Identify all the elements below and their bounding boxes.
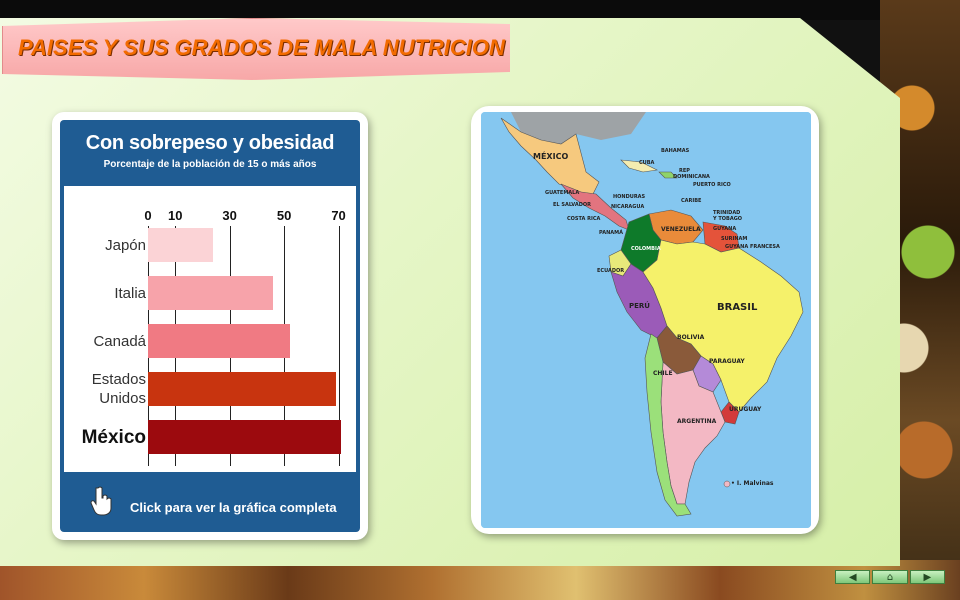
chart-category-label: México	[72, 428, 146, 447]
chart-tick-label: 30	[222, 208, 237, 223]
map-label-peru: PERÚ	[629, 302, 650, 310]
map-label-tobago: Y TOBAGO	[713, 216, 743, 222]
map-label-brasil: BRASIL	[717, 302, 758, 313]
title-banner	[2, 18, 510, 80]
map-svg	[481, 112, 811, 528]
slide-title: PAISES Y SUS GRADOS DE MALA NUTRICION	[18, 35, 505, 60]
map-label-honduras: HONDURAS	[613, 194, 646, 200]
map-card: MÉXICO BAHAMAS CUBA REP DOMINICANA PUERT…	[471, 106, 819, 534]
map-label-rep: REP	[679, 168, 690, 174]
map-label-paraguay: PARAGUAY	[709, 358, 745, 365]
chart-header: Con sobrepeso y obesidad Porcentaje de l…	[60, 120, 360, 186]
chart-tick-label: 50	[276, 208, 292, 223]
arrow-right-icon: ▶	[923, 571, 932, 583]
chart-bar	[148, 372, 336, 406]
map-label-guyana: GUYANA	[713, 226, 737, 232]
chart-category-line: Unidos	[99, 390, 146, 407]
chart-footer[interactable]: Click para ver la gráfica completa	[60, 472, 360, 532]
chart-tick-label: 0	[144, 208, 152, 223]
map-label-trinidad: TRINIDAD	[713, 210, 741, 216]
map-usa	[511, 112, 646, 144]
slide-navigation: ◀ ⌂ ▶	[835, 570, 945, 584]
map-label-caribe: CARIBE	[681, 198, 702, 204]
prev-button[interactable]: ◀	[835, 570, 871, 584]
map-label-guyana-francesa: GUYANA FRANCESA	[725, 244, 780, 250]
map-malvinas	[723, 480, 731, 488]
chart-category-line: Japón	[105, 236, 146, 254]
map-label-panama: PANAMÁ	[599, 230, 623, 236]
map-label-chile: CHILE	[653, 370, 673, 377]
map-label-dominicana: DOMINICANA	[673, 174, 710, 180]
map-label-malvinas: • I. Malvinas	[731, 480, 774, 487]
chart-bar	[148, 324, 290, 358]
chart-card[interactable]: Con sobrepeso y obesidad Porcentaje de l…	[52, 112, 368, 540]
home-button[interactable]: ⌂	[872, 570, 908, 584]
map-label-bolivia: BOLIVIA	[677, 334, 705, 341]
home-icon: ⌂	[886, 571, 894, 583]
map-chile	[644, 333, 692, 517]
map-label-venezuela: VENEZUELA	[661, 226, 701, 233]
chart-bar	[148, 276, 274, 310]
map-hispaniola	[658, 171, 678, 179]
chart-category-line: Estados	[91, 371, 146, 388]
map-label-el-salvador: EL SALVADOR	[553, 202, 591, 208]
chart-graphic[interactable]: Con sobrepeso y obesidad Porcentaje de l…	[60, 120, 360, 532]
map-label-bahamas: BAHAMAS	[661, 148, 690, 154]
map-label-surinam: SURINAM	[721, 236, 748, 242]
food-background-bottom	[0, 560, 960, 600]
chart-category-line: Canadá	[93, 332, 146, 350]
chart-plot-area: 0 10 30 50 70 Japón Italia Canadá Estados Unidos M…	[64, 186, 356, 472]
chart-gridline	[338, 226, 340, 466]
map-label-costa-rica: COSTA RICA	[567, 216, 601, 222]
hand-pointer-icon	[90, 486, 112, 516]
map-label-nicaragua: NICARAGUA	[611, 204, 645, 210]
arrow-left-icon: ◀	[848, 571, 857, 583]
chart-category-label: Italia	[72, 284, 146, 303]
chart-title: Con sobrepeso y obesidad	[85, 132, 335, 154]
chart-category-label: Estados Unidos	[72, 370, 146, 408]
chart-category-line: México	[81, 426, 146, 448]
next-button[interactable]: ▶	[909, 570, 945, 584]
map-label-guatemala: GUATEMALA	[545, 190, 580, 196]
chart-category-line: Italia	[114, 284, 146, 302]
map-cuba	[620, 159, 658, 173]
map-label-cuba: CUBA	[639, 160, 655, 166]
map-uruguay	[720, 401, 740, 425]
chart-footer-link[interactable]: Click para ver la gráfica completa	[130, 500, 337, 515]
map-label-uruguay: URUGUAY	[729, 406, 762, 413]
map-label-colombia: COLOMBIA	[631, 246, 661, 252]
top-bar	[0, 0, 960, 20]
map-label-puerto-rico: PUERTO RICO	[693, 182, 731, 188]
chart-tick-label: 10	[167, 208, 183, 223]
map-label-ecuador: ECUADOR	[597, 268, 625, 274]
chart-bar	[148, 228, 214, 262]
map-label-mexico: MÉXICO	[533, 152, 569, 161]
chart-category-label: Japón	[72, 236, 146, 255]
chart-tick-label: 70	[331, 208, 346, 223]
chart-category-label: Canadá	[72, 332, 146, 351]
chart-subtitle: Porcentaje de la población de 15 o más a…	[103, 159, 317, 170]
map-label-argentina: ARGENTINA	[677, 418, 717, 425]
chart-bar	[148, 420, 342, 454]
latin-america-map: MÉXICO BAHAMAS CUBA REP DOMINICANA PUERT…	[481, 112, 811, 528]
